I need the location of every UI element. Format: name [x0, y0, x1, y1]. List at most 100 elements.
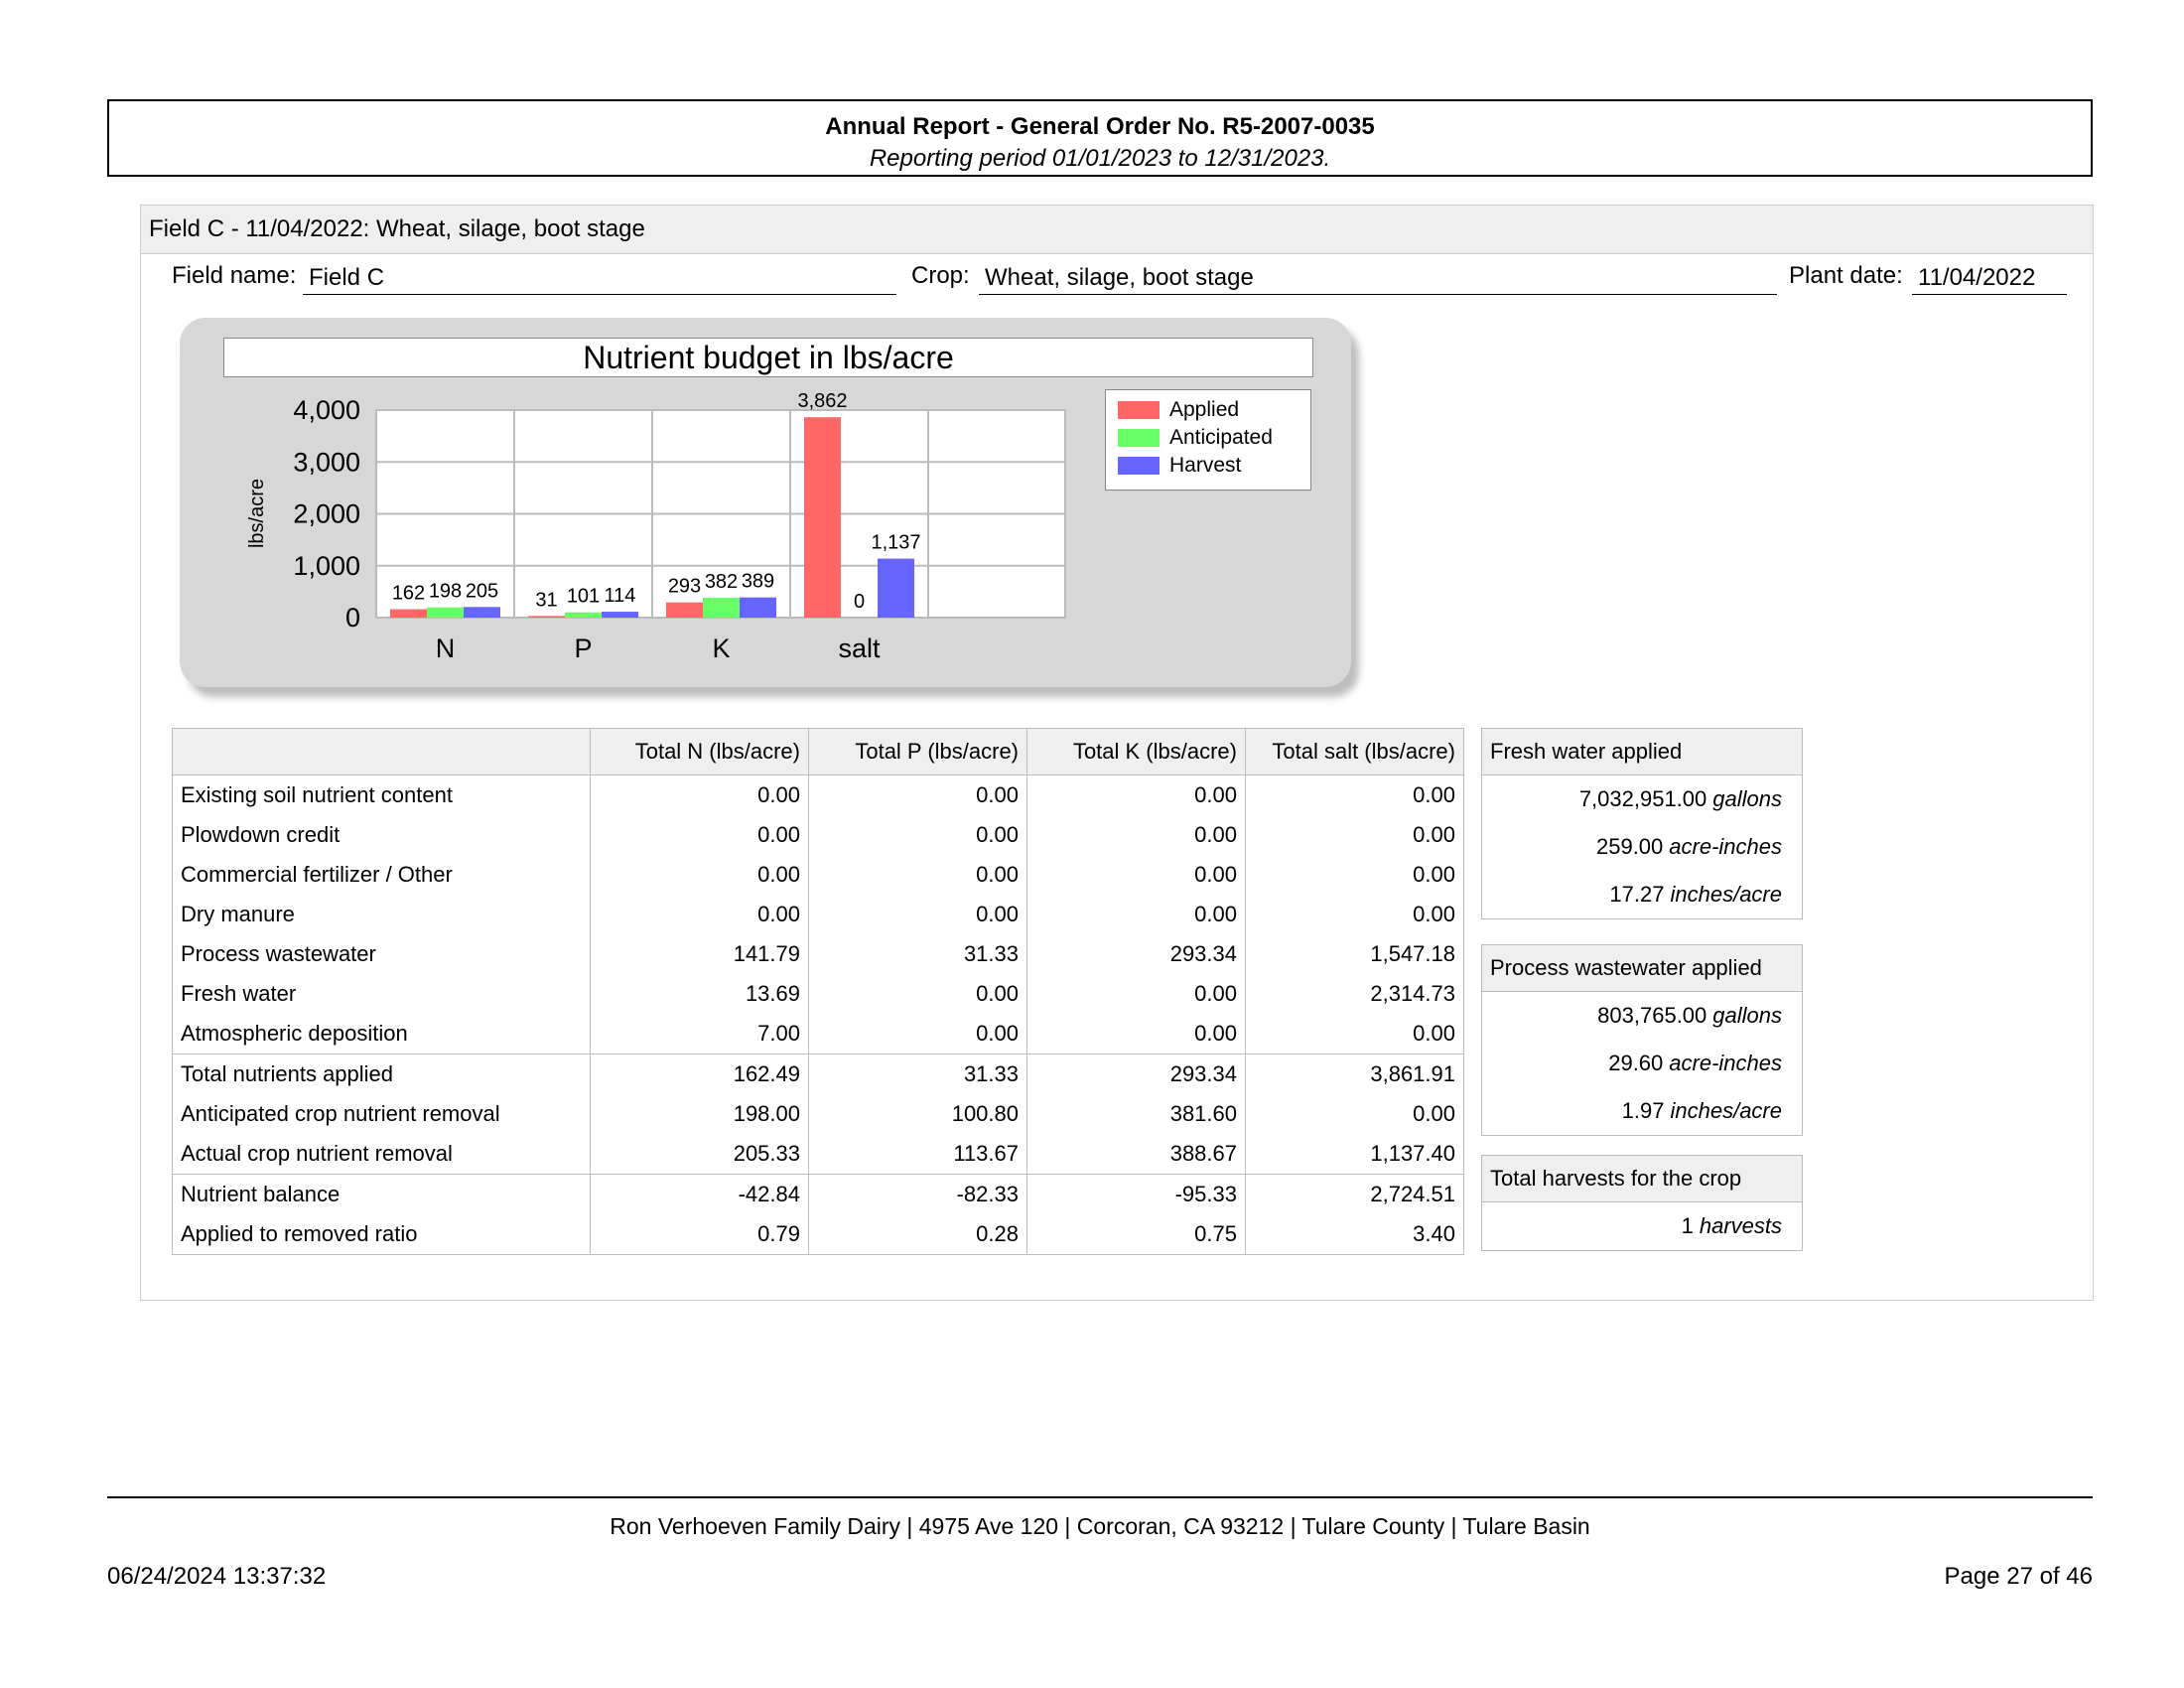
table-row: Commercial fertilizer / Other 0.00 0.00 0.0… — [172, 855, 1464, 895]
y-axis-label: lbs/acre — [246, 479, 268, 548]
table-cell: 0.00 — [808, 774, 1027, 815]
table-cell: 0.28 — [808, 1214, 1027, 1255]
x-tick-label: P — [574, 633, 592, 663]
table-cell: 0.00 — [590, 855, 809, 895]
y-tick-label: 3,000 — [293, 447, 360, 477]
fresh-water-gallons-value: 7,032,951.00 — [1578, 786, 1707, 811]
table-row: Applied to removed ratio 0.79 0.28 0.75 3.40 — [172, 1214, 1464, 1255]
reporting-period: Reporting period 01/01/2023 to 12/31/202… — [869, 145, 1331, 172]
table-row-label: Nutrient balance — [172, 1174, 591, 1214]
field-name-value: Field C — [303, 264, 896, 295]
table-header-p: Total P (lbs/acre) — [808, 728, 1027, 775]
table-cell: 31.33 — [808, 934, 1027, 974]
table-row: Actual crop nutrient removal 205.33 113.67… — [172, 1134, 1464, 1175]
table-cell: 0.00 — [808, 855, 1027, 895]
chart-legend: Applied Anticipated Harvest — [1105, 389, 1311, 491]
table-cell: 0.00 — [590, 815, 809, 855]
table-row-label: Existing soil nutrient content — [172, 774, 591, 815]
table-row: Atmospheric deposition 7.00 0.00 0.00 0.00 — [172, 1014, 1464, 1055]
fresh-water-title: Fresh water applied — [1482, 729, 1802, 775]
fresh-water-inches-per-acre-value: 17.27 — [1609, 882, 1665, 907]
bar-data-label: 205 — [466, 580, 498, 602]
table-cell: -95.33 — [1026, 1174, 1246, 1214]
table-header-n: Total N (lbs/acre) — [590, 728, 809, 775]
footer-timestamp: 06/24/2024 13:37:32 — [107, 1563, 327, 1590]
bar-data-label: 382 — [705, 571, 738, 593]
table-header-blank — [172, 728, 591, 775]
table-cell: 0.00 — [590, 895, 809, 934]
footer-divider — [107, 1496, 2093, 1498]
bar — [878, 558, 914, 618]
y-tick-label: 1,000 — [293, 551, 360, 581]
table-cell: 0.75 — [1026, 1214, 1246, 1255]
bar — [528, 616, 565, 618]
bar-data-label: 162 — [392, 583, 425, 605]
legend-swatch-anticipated — [1118, 429, 1160, 447]
table-cell: 0.00 — [1026, 1014, 1246, 1055]
table-row-label: Plowdown credit — [172, 815, 591, 855]
bar — [804, 417, 841, 618]
bar-data-label: 31 — [535, 589, 557, 611]
table-cell: 0.00 — [808, 815, 1027, 855]
x-tick-label: salt — [838, 633, 881, 663]
table-cell: 381.60 — [1026, 1094, 1246, 1134]
table-row-label: Anticipated crop nutrient removal — [172, 1094, 591, 1134]
fresh-water-inches-per-acre: 17.27 inches/acre — [1482, 871, 1802, 918]
harvests-count-value: 1 — [1681, 1213, 1694, 1238]
plant-date-label: Plant date: — [1789, 262, 1903, 289]
table-cell: 0.00 — [1026, 895, 1246, 934]
table-cell: 7.00 — [590, 1014, 809, 1055]
process-wastewater-inches-per-acre-value: 1.97 — [1621, 1098, 1665, 1123]
legend-swatch-applied — [1118, 401, 1160, 419]
fresh-water-acre-inches: 259.00 acre-inches — [1482, 823, 1802, 871]
table-row-label: Dry manure — [172, 895, 591, 934]
table-cell: 293.34 — [1026, 1054, 1246, 1094]
table-row-label: Total nutrients applied — [172, 1054, 591, 1094]
table-cell: 1,547.18 — [1245, 934, 1464, 974]
field-section: Field C - 11/04/2022: Wheat, silage, boo… — [140, 205, 2094, 1301]
harvests-count: 1 harvests — [1482, 1202, 1802, 1250]
table-cell: 0.00 — [808, 895, 1027, 934]
process-wastewater-acre-inches-value: 29.60 — [1608, 1051, 1664, 1075]
table-cell: 0.00 — [590, 774, 809, 815]
bar-data-label: 3,862 — [797, 390, 847, 412]
table-cell: -42.84 — [590, 1174, 809, 1214]
harvests-box: Total harvests for the crop 1 harvests — [1481, 1155, 1803, 1251]
plant-date-value: 11/04/2022 — [1912, 264, 2067, 295]
nutrient-chart-panel: Nutrient budget in lbs/acre 0 1,000 2,000 3… — [180, 318, 1351, 687]
table-cell: 0.00 — [1026, 774, 1246, 815]
table-header-row: Total N (lbs/acre) Total P (lbs/acre) To… — [172, 728, 1464, 775]
table-cell: 0.00 — [1245, 1014, 1464, 1055]
table-cell: 0.00 — [1245, 774, 1464, 815]
table-cell: 0.00 — [1245, 895, 1464, 934]
bar-data-label: 198 — [429, 581, 462, 603]
bar — [427, 607, 464, 618]
process-wastewater-gallons-unit: gallons — [1712, 1003, 1782, 1028]
table-header-salt: Total salt (lbs/acre) — [1245, 728, 1464, 775]
bar-data-label: 101 — [567, 586, 600, 608]
table-cell: 0.00 — [1026, 855, 1246, 895]
process-wastewater-acre-inches: 29.60 acre-inches — [1482, 1040, 1802, 1087]
table-cell: 2,724.51 — [1245, 1174, 1464, 1214]
legend-item-harvest: Harvest — [1118, 454, 1241, 478]
bar — [703, 598, 740, 618]
legend-item-anticipated: Anticipated — [1118, 426, 1273, 450]
y-tick-label: 2,000 — [293, 499, 360, 529]
table-header-k: Total K (lbs/acre) — [1026, 728, 1246, 775]
table-row: Process wastewater 141.79 31.33 293.34 1,547… — [172, 934, 1464, 974]
nutrient-table: Total N (lbs/acre) Total P (lbs/acre) To… — [172, 728, 1464, 1255]
bar-data-label: 0 — [854, 591, 865, 613]
bar-data-label: 114 — [605, 585, 636, 607]
table-cell: 198.00 — [590, 1094, 809, 1134]
crop-label: Crop: — [911, 262, 970, 289]
table-cell: 31.33 — [808, 1054, 1027, 1094]
legend-label-anticipated: Anticipated — [1169, 426, 1273, 449]
table-row: Nutrient balance -42.84 -82.33 -95.33 2,724.… — [172, 1174, 1464, 1214]
table-cell: 2,314.73 — [1245, 974, 1464, 1014]
table-cell: 3,861.91 — [1245, 1054, 1464, 1094]
table-cell: 0.00 — [1245, 855, 1464, 895]
table-cell: 0.00 — [808, 1014, 1027, 1055]
nutrient-bar-chart: 0 1,000 2,000 3,000 4,000 lbs/acre 162 198 205 N 3… — [246, 390, 1066, 663]
y-tick-label: 0 — [345, 603, 360, 633]
fresh-water-acre-inches-value: 259.00 — [1595, 834, 1664, 859]
